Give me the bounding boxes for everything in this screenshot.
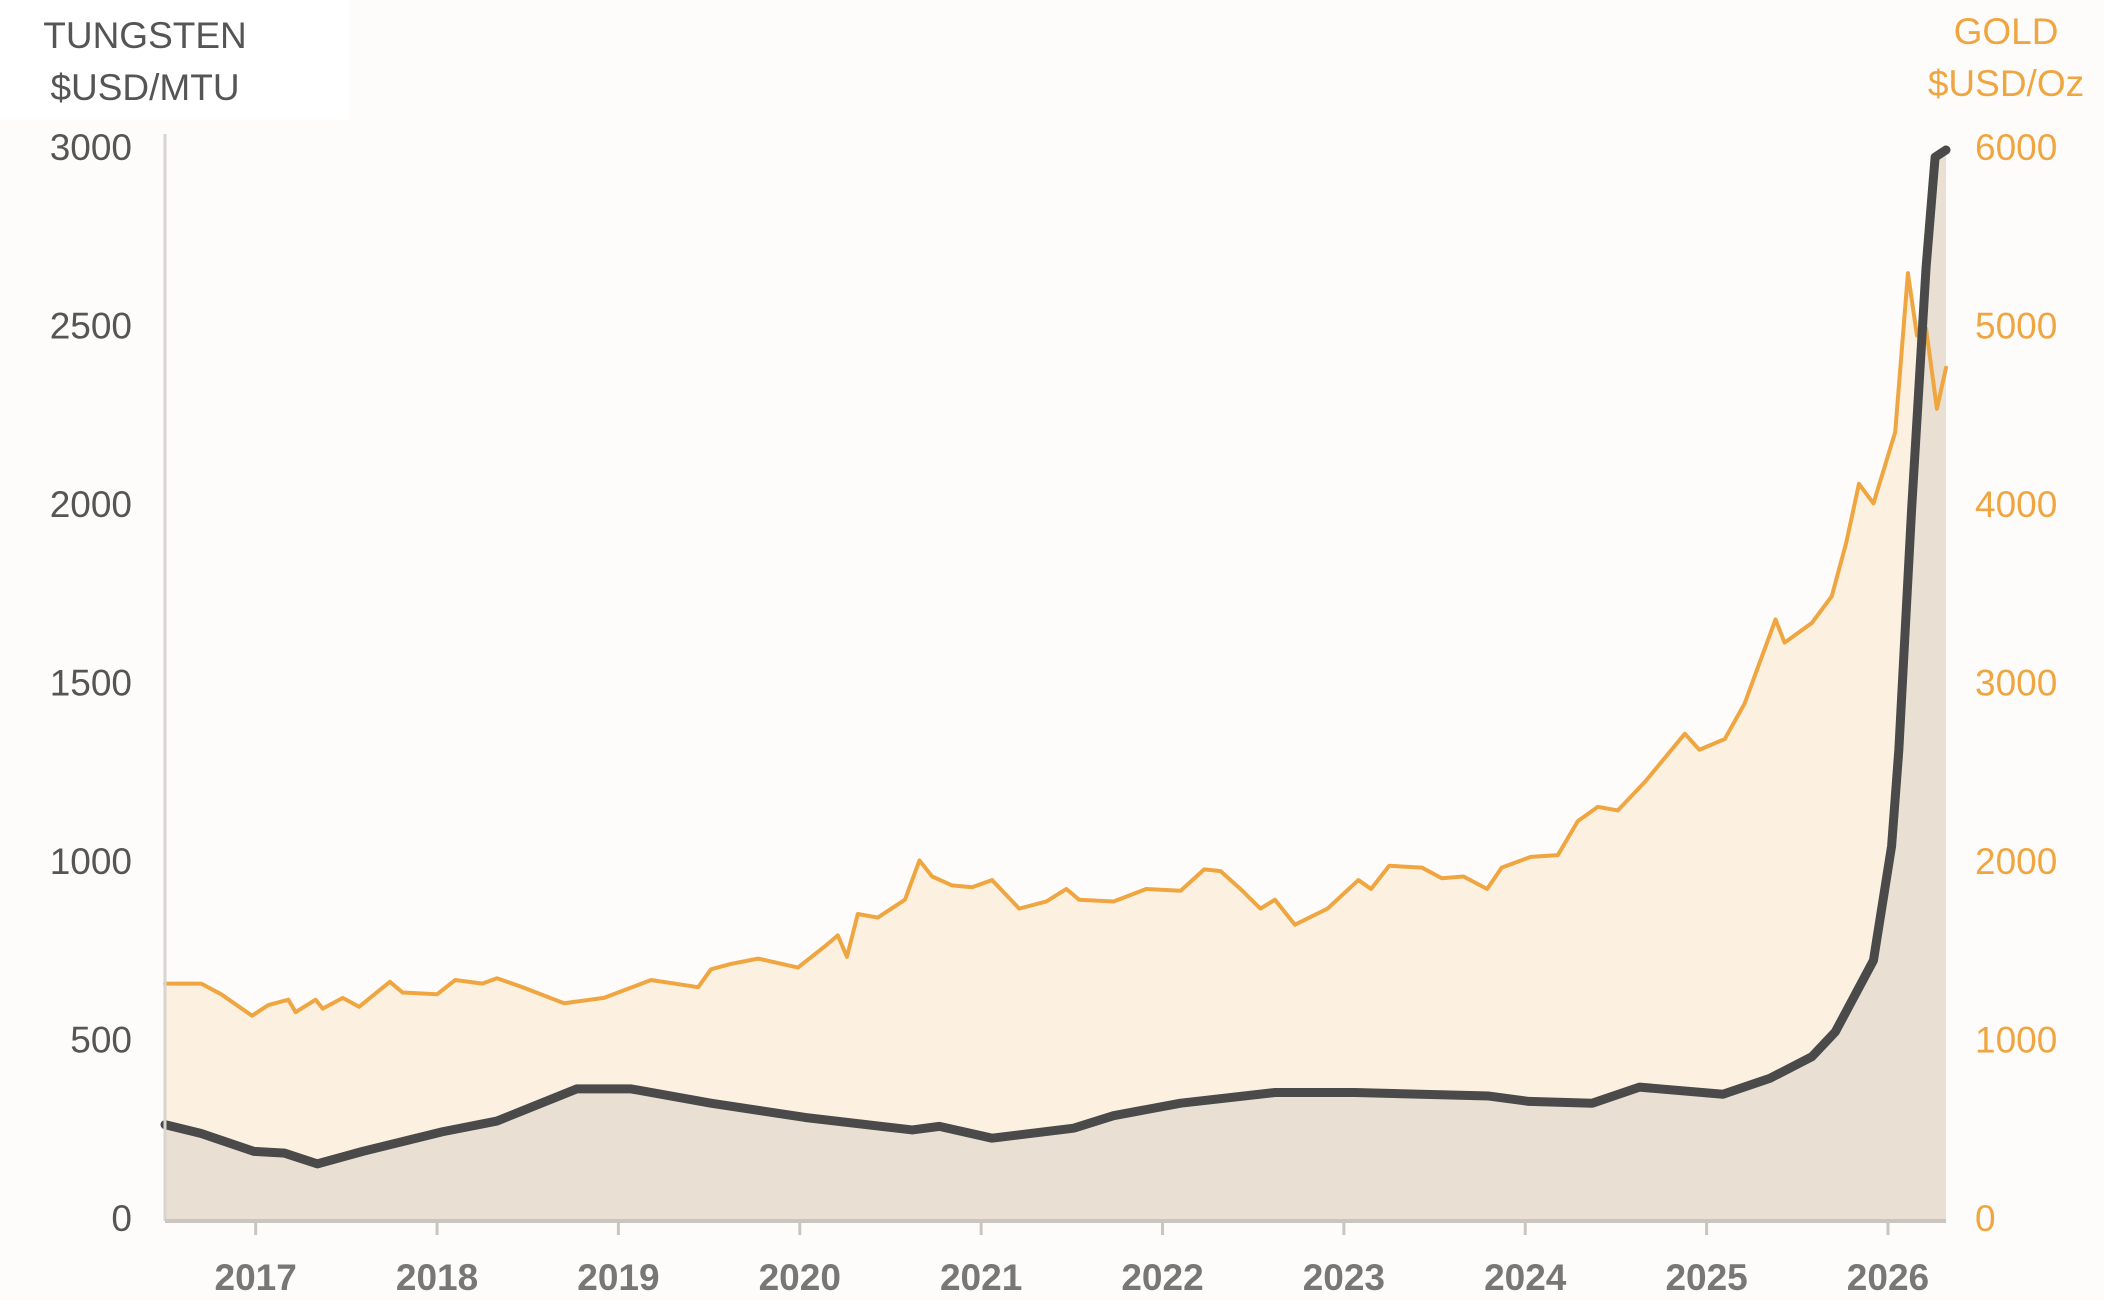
x-tick-label: 2020: [759, 1257, 841, 1298]
y-tick-label: 1500: [50, 662, 132, 703]
x-tick-label: 2026: [1847, 1257, 1929, 1298]
area: [165, 150, 1946, 1221]
y2-tick-label: 6000: [1975, 127, 2057, 168]
y2-tick-label: 0: [1975, 1198, 1996, 1239]
y-tick-label: 2000: [50, 484, 132, 525]
y2-tick-label: 3000: [1975, 662, 2057, 703]
x-tick-label: 2025: [1665, 1257, 1747, 1298]
y2-tick-label: 2000: [1975, 841, 2057, 882]
y-axis-title: $USD/MTU: [50, 67, 239, 108]
y-axis-title: TUNGSTEN: [43, 15, 247, 56]
y2-tick-label: 5000: [1975, 305, 2057, 346]
label-box: [0, 0, 350, 120]
line: [160, 145, 1951, 1169]
x-tick-label: 2018: [396, 1257, 478, 1298]
y2-tick-label: 4000: [1975, 484, 2057, 525]
y-tick-label: 500: [70, 1019, 132, 1060]
x-tick-label: 2022: [1121, 1257, 1203, 1298]
y2-tick-label: 1000: [1975, 1019, 2057, 1060]
x-tick-label: 2023: [1303, 1257, 1385, 1298]
x-tick-label: 2021: [940, 1257, 1022, 1298]
y2-axis-title: GOLD: [1954, 11, 2059, 52]
y-tick-label: 1000: [50, 841, 132, 882]
y-tick-label: 2500: [50, 305, 132, 346]
plot: 0 500 1000 1500 2000 2500 3000 0 1000 2000 3000 400…: [50, 127, 2058, 1298]
x-tick-label: 2017: [215, 1257, 297, 1298]
y2-axis-title: $USD/Oz: [1928, 63, 2084, 104]
x-tick-label: 2024: [1484, 1257, 1567, 1298]
area: [165, 273, 1946, 1221]
line: [163, 271, 1948, 1018]
y-tick-label: 0: [111, 1198, 132, 1239]
x-tick-label: 2019: [577, 1257, 659, 1298]
y-tick-label: 3000: [50, 127, 132, 168]
